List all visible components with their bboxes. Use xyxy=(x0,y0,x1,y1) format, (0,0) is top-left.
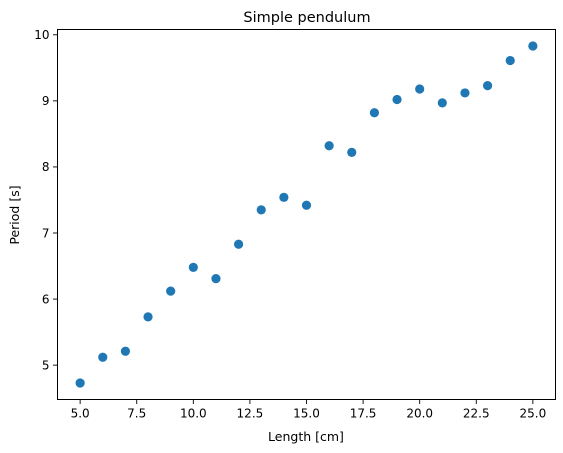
y-tick-label: 5 xyxy=(42,358,50,372)
data-point xyxy=(233,239,244,249)
data-point xyxy=(279,192,289,202)
data-point xyxy=(75,378,85,388)
x-tick-label: 5.0 xyxy=(71,407,90,421)
data-points xyxy=(75,41,538,388)
data-point xyxy=(256,205,266,215)
x-axis-label: Length [cm] xyxy=(268,429,344,444)
data-point xyxy=(324,141,334,151)
data-point xyxy=(369,108,380,118)
data-point xyxy=(166,286,176,296)
data-point xyxy=(120,346,131,356)
plot-frame xyxy=(57,29,556,400)
y-tick-label: 9 xyxy=(42,94,50,108)
y-tick-label: 7 xyxy=(42,226,50,240)
chart-title: Simple pendulum xyxy=(243,10,370,26)
x-tick-label: 20.0 xyxy=(406,407,433,421)
data-point xyxy=(505,55,515,66)
x-tick-label: 10.0 xyxy=(180,407,207,421)
x-tick-label: 15.0 xyxy=(293,407,320,421)
data-point xyxy=(482,81,493,91)
data-point xyxy=(347,147,357,157)
data-point xyxy=(211,273,221,284)
y-tick-label: 6 xyxy=(42,292,50,306)
y-tick-label: 8 xyxy=(42,160,50,174)
x-tick-label: 7.5 xyxy=(127,407,146,421)
x-tick-label: 25.0 xyxy=(520,407,547,421)
data-point xyxy=(528,41,538,51)
data-point xyxy=(460,88,470,98)
y-tick-label: 10 xyxy=(34,28,49,42)
x-tick-label: 12.5 xyxy=(237,407,264,421)
data-point xyxy=(188,262,198,272)
x-axis-ticks: 5.0 7.5 10.0 12.5 15.0 17.5 20.0 22.5 25.0 xyxy=(71,399,547,421)
y-axis-label: Period [s] xyxy=(7,185,22,244)
data-point xyxy=(415,84,425,94)
data-point xyxy=(437,98,447,108)
data-point xyxy=(143,312,153,322)
data-point xyxy=(301,200,312,210)
y-axis-ticks: 5 6 7 8 9 10 xyxy=(34,28,58,372)
data-point xyxy=(98,352,108,362)
x-tick-label: 22.5 xyxy=(463,407,490,421)
data-point xyxy=(392,94,402,105)
x-tick-label: 17.5 xyxy=(350,407,377,421)
